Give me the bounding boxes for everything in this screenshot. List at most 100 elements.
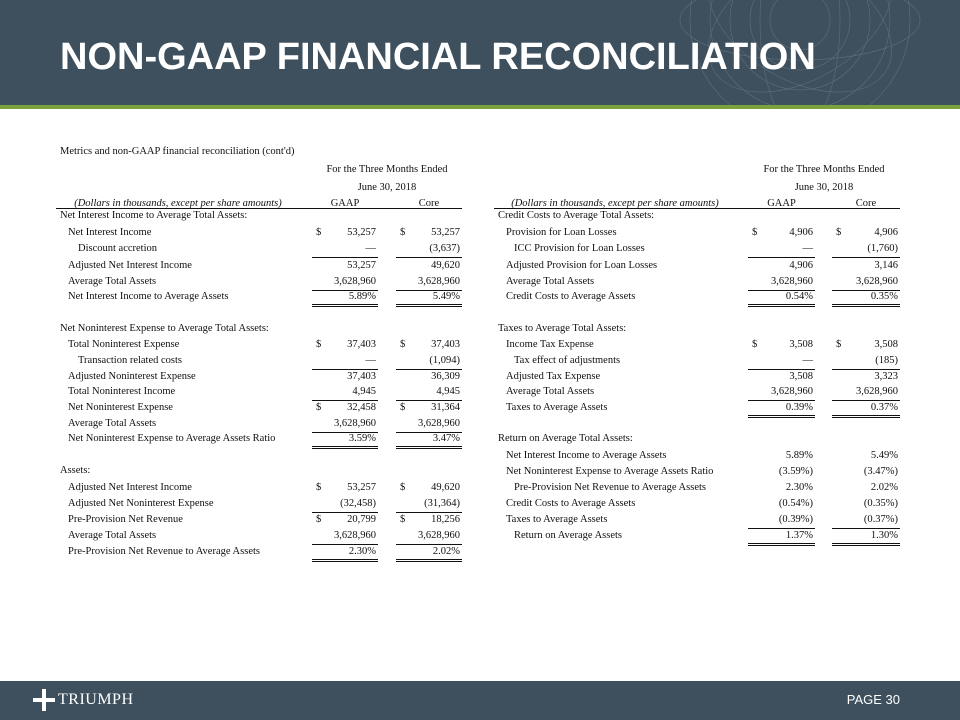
underline bbox=[832, 369, 900, 370]
cell-value: 20,799 bbox=[347, 514, 376, 525]
double-underline bbox=[312, 559, 378, 562]
underline bbox=[396, 290, 462, 291]
row-label: Net Interest Income to Average Assets bbox=[68, 291, 229, 302]
row-label: Taxes to Average Assets bbox=[506, 402, 608, 413]
row-label: Average Total Assets bbox=[506, 276, 595, 287]
cell-value: (0.35%) bbox=[863, 498, 898, 509]
accent-line bbox=[0, 105, 960, 109]
currency-sign: $ bbox=[316, 227, 322, 238]
currency-sign: $ bbox=[752, 227, 758, 238]
row-label: Net Interest Income to Average Assets bbox=[506, 450, 667, 461]
double-underline bbox=[748, 543, 815, 546]
cell-value: 3,508 bbox=[789, 371, 813, 382]
cell-value: 5.49% bbox=[870, 450, 898, 461]
page-number: PAGE 30 bbox=[846, 692, 900, 707]
row-label: Net Noninterest Expense bbox=[68, 402, 173, 413]
cell-value: 2.02% bbox=[432, 546, 460, 557]
row-label: Net Interest Income to Average Total Ass… bbox=[60, 210, 248, 221]
period-header: For the Three Months Ended bbox=[763, 164, 885, 175]
logo-icon bbox=[33, 689, 55, 711]
cell-value: 5.49% bbox=[432, 291, 460, 302]
cell-value: 37,403 bbox=[431, 339, 460, 350]
currency-sign: $ bbox=[836, 227, 842, 238]
underline bbox=[312, 432, 378, 433]
underline bbox=[312, 544, 378, 545]
cell-value: — bbox=[802, 243, 814, 254]
cell-value: (1,760) bbox=[867, 243, 898, 254]
cell-value: 37,403 bbox=[347, 371, 376, 382]
row-label: Adjusted Noninterest Expense bbox=[68, 371, 196, 382]
cell-value: 3,508 bbox=[789, 339, 813, 350]
cell-value: 5.89% bbox=[348, 291, 376, 302]
underline bbox=[396, 432, 462, 433]
cell-value: (0.37%) bbox=[863, 514, 898, 525]
cell-value: 31,364 bbox=[431, 402, 460, 413]
cell-value: 2.30% bbox=[785, 482, 813, 493]
footer-bar: TRIUMPH PAGE 30 bbox=[0, 681, 960, 720]
currency-sign: $ bbox=[400, 482, 406, 493]
row-label: Total Noninterest Expense bbox=[68, 339, 180, 350]
underline bbox=[748, 257, 815, 258]
cell-value: 49,620 bbox=[431, 482, 460, 493]
underline bbox=[832, 528, 900, 529]
double-underline bbox=[312, 446, 378, 449]
row-label: Assets: bbox=[60, 465, 91, 476]
cell-value: 53,257 bbox=[431, 227, 460, 238]
cell-value: — bbox=[365, 243, 377, 254]
caption: (Dollars in thousands, except per share … bbox=[74, 198, 282, 209]
underline bbox=[748, 369, 815, 370]
cell-value: (3,637) bbox=[429, 243, 460, 254]
double-underline bbox=[396, 446, 462, 449]
row-label: Credit Costs to Average Assets bbox=[506, 498, 636, 509]
row-label: Provision for Loan Losses bbox=[506, 227, 617, 238]
row-label: Adjusted Net Noninterest Expense bbox=[68, 498, 214, 509]
currency-sign: $ bbox=[400, 339, 406, 350]
cell-value: 1.37% bbox=[785, 530, 813, 541]
period-header: For the Three Months Ended bbox=[326, 164, 448, 175]
row-label: Net Interest Income bbox=[68, 227, 152, 238]
currency-sign: $ bbox=[400, 227, 406, 238]
cell-value: 3,628,960 bbox=[418, 418, 460, 429]
header-rule bbox=[494, 208, 900, 209]
header-rule bbox=[56, 208, 462, 209]
cell-value: 4,906 bbox=[789, 227, 813, 238]
currency-sign: $ bbox=[316, 514, 322, 525]
column-header: Core bbox=[855, 198, 877, 209]
underline bbox=[312, 290, 378, 291]
cell-value: (1,094) bbox=[429, 355, 460, 366]
row-label: Average Total Assets bbox=[68, 418, 157, 429]
underline bbox=[396, 400, 462, 401]
cell-value: 36,309 bbox=[431, 371, 460, 382]
row-label: Average Total Assets bbox=[68, 530, 157, 541]
currency-sign: $ bbox=[752, 339, 758, 350]
cell-value: 3,628,960 bbox=[418, 276, 460, 287]
double-underline bbox=[748, 415, 815, 418]
cell-value: 3,628,960 bbox=[771, 276, 813, 287]
double-underline bbox=[832, 543, 900, 546]
brand: TRIUMPH bbox=[58, 691, 134, 708]
cell-value: 3,628,960 bbox=[418, 530, 460, 541]
cell-value: — bbox=[802, 355, 814, 366]
row-label: Adjusted Net Interest Income bbox=[68, 260, 192, 271]
cell-value: (0.39%) bbox=[778, 514, 813, 525]
cell-value: 53,257 bbox=[347, 227, 376, 238]
cell-value: 37,403 bbox=[347, 339, 376, 350]
currency-sign: $ bbox=[400, 402, 406, 413]
row-label: Adjusted Provision for Loan Losses bbox=[506, 260, 658, 271]
cell-value: 18,256 bbox=[431, 514, 460, 525]
row-label: Adjusted Tax Expense bbox=[506, 371, 601, 382]
row-label: Average Total Assets bbox=[68, 276, 157, 287]
cell-value: 3,508 bbox=[874, 339, 898, 350]
underline bbox=[312, 400, 378, 401]
underline bbox=[832, 257, 900, 258]
row-label: Tax effect of adjustments bbox=[514, 355, 621, 366]
double-underline bbox=[832, 415, 900, 418]
cell-value: 0.39% bbox=[785, 402, 813, 413]
cell-value: 3,628,960 bbox=[856, 276, 898, 287]
row-label: Net Noninterest Expense to Average Total… bbox=[60, 323, 269, 334]
double-underline bbox=[748, 304, 815, 307]
row-label: Taxes to Average Total Assets: bbox=[498, 323, 627, 334]
underline bbox=[748, 290, 815, 291]
double-underline bbox=[396, 304, 462, 307]
row-label: Average Total Assets bbox=[506, 386, 595, 397]
